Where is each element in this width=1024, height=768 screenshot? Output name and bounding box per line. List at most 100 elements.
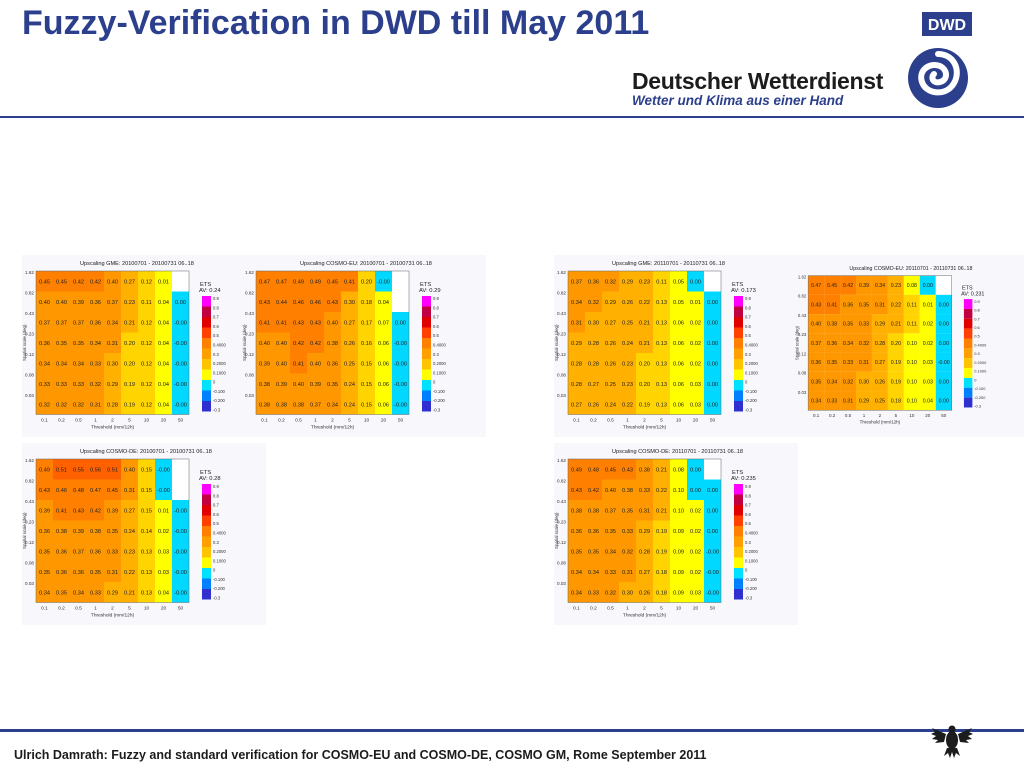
cell-value-label: 0.38 [639,467,650,473]
cell-value-label: -0.00 [706,570,719,576]
y-axis-label: Spatial scale (deg) [242,324,247,361]
colorbar-label: 0.5 [745,333,751,338]
heatmap-cell [602,582,619,603]
heatmap-cell [619,394,636,415]
colorbar-segment [734,380,743,391]
cell-value-label: 0.28 [588,361,599,367]
y-tick-label: 0.03 [557,581,566,586]
x-tick-label: 2 [111,418,114,424]
y-tick-label: 0.08 [25,373,34,378]
heatmap-frame [35,270,190,415]
cell-value-label: 0.37 [39,320,50,326]
cell-value-label: 0.49 [571,467,582,473]
heatmap-cell [155,500,172,521]
heatmap-cell [375,291,392,312]
heatmap-cell [53,520,70,541]
cell-value-label: 0.00 [707,488,718,494]
cell-value-label: 0.03 [158,570,169,576]
federal-eagle-icon [931,725,973,758]
heatmap-cell [392,291,409,312]
heatmap-cell [602,332,619,353]
cell-value-label: 0.46 [310,300,321,306]
cell-value-label: 0.31 [124,488,135,494]
heatmap-cell [619,353,636,374]
heatmap-cell [602,373,619,394]
x-tick-label: 0.5 [607,606,614,612]
cell-value-label: 0.35 [588,549,599,555]
x-axis-label: Threshold (mm/12h) [311,425,355,431]
y-tick-label: 0.43 [25,311,34,316]
cell-value-label: 0.39 [39,508,50,514]
cell-value-label: 0.31 [639,508,650,514]
y-tick-label: 1.62 [557,270,566,275]
colorbar-label: 0.9 [745,484,751,489]
colorbar-segment [734,526,743,537]
heatmap-cell [36,520,53,541]
colorbar-label: -0.3 [433,408,441,413]
cell-value-label: 0.51 [107,467,118,473]
heatmap-cell [155,394,172,415]
cell-value-label: 0.27 [639,570,650,576]
cell-value-label: 0.42 [310,341,321,347]
x-tick-label: 0.2 [590,418,597,424]
heatmap-cell [670,394,687,415]
heatmap-cell [121,271,138,292]
x-tick-label: 1 [94,418,97,424]
heatmap-cell [273,394,290,415]
cell-value-label: 0.02 [923,322,933,328]
brand-block: Deutscher Wetterdienst Wetter und Klima … [632,68,890,108]
cell-value-label: 0.35 [56,590,67,596]
colorbar-segment [422,327,431,338]
heatmap-cell [36,312,53,333]
cell-value-label: 0.32 [605,590,616,596]
heatmap-cell [36,479,53,500]
cell-value-label: 0.00 [690,279,701,285]
heatmap-cell [341,291,358,312]
x-tick-label: 50 [398,418,404,424]
heatmap-cell [808,333,825,353]
heatmap-cell [840,333,857,353]
heatmap-cell [687,312,704,333]
cell-value-label: -0.00 [174,341,187,347]
colorbar-label: 0.4000 [745,530,758,535]
cell-value-label: 0.40 [276,341,287,347]
cell-value-label: 0.36 [39,341,50,347]
heatmap-cell [273,271,290,292]
heatmap-cell [887,314,904,334]
cell-value-label: 0.13 [656,382,667,388]
cell-value-label: 0.23 [891,283,901,289]
colorbar-label: -0.3 [745,408,753,413]
cell-value-label: 0.38 [276,402,287,408]
y-tick-label: 0.82 [798,294,807,299]
heatmap-cell [704,332,721,353]
heatmap-cell [887,391,904,411]
cell-value-label: 0.02 [690,508,701,514]
cell-value-label: 0.35 [39,570,50,576]
score-label: ETS [200,470,211,476]
heatmap-cell [138,479,155,500]
heatmap-cell [935,314,952,334]
cell-value-label: 0.39 [310,382,321,388]
colorbar-label: 0.6 [213,324,219,329]
heatmap-cell [602,500,619,521]
cell-value-label: 0.22 [124,570,135,576]
cell-value-label: 0.21 [656,508,667,514]
cell-value-label: 0.00 [690,467,701,473]
cell-value-label: 0.26 [605,341,616,347]
cell-value-label: 0.06 [673,361,684,367]
heatmap-cell [341,373,358,394]
cell-value-label: 0.02 [690,320,701,326]
y-tick-label: 1.62 [245,270,254,275]
cell-value-label: 0.01 [158,508,169,514]
heatmap-cell [568,459,585,480]
heatmap-5: Upscaling COSMO-DE: 20100701 - 20100731 … [22,449,226,619]
heatmap-cell [256,373,273,394]
heatmap-cell [636,394,653,415]
cell-value-label: 0.27 [588,382,599,388]
heatmap-cell [636,353,653,374]
heatmap-cell [919,371,936,392]
cell-value-label: 0.19 [124,402,135,408]
colorbar-segment [734,338,743,349]
heatmap-cell [375,332,392,353]
heatmap-cell [104,353,121,374]
